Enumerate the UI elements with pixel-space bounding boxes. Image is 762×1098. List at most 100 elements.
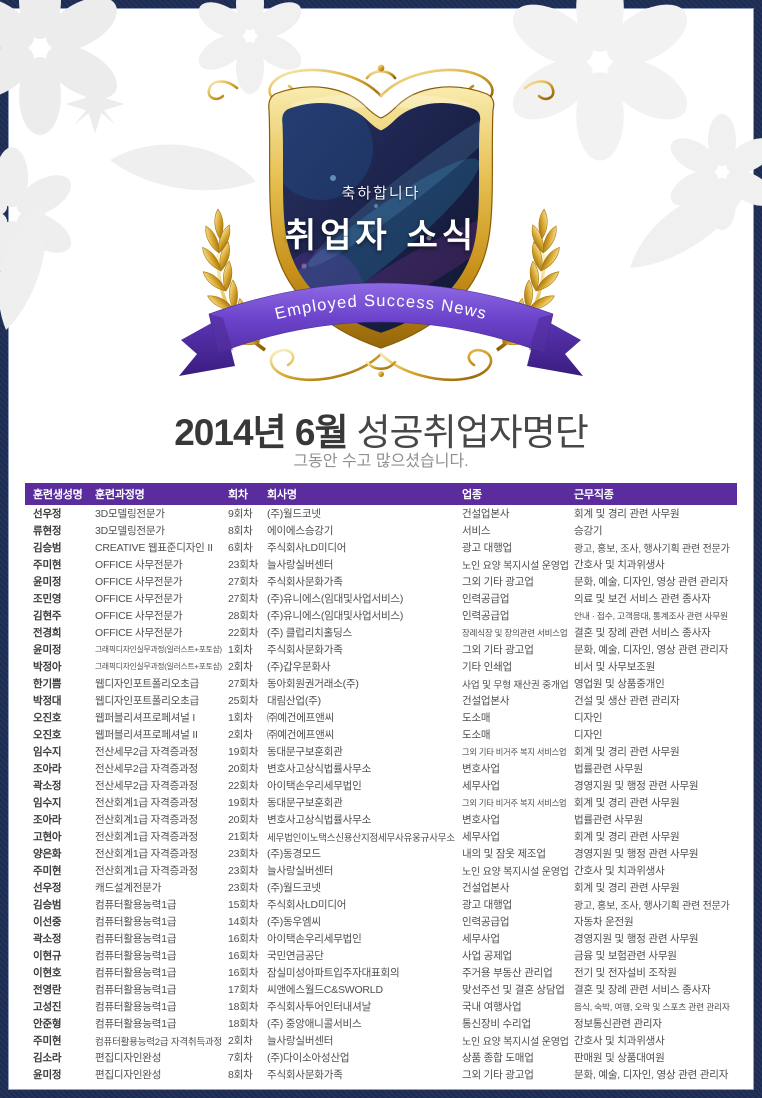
title-date: 2014년 6월 [174,412,348,453]
cell-course: 편집디자인완성 [95,1052,162,1064]
cell-name: 김승범 [33,542,62,554]
title-main: 성공취업자명단 [356,412,588,453]
table-row: 김승범 컴퓨터활용능력1급 15회차 주식회사LD미디어 광고 대행업 광고, 홍보, 조… [25,896,737,913]
cell-course: 전산회계1급 자격증과정 [95,848,198,860]
col-header-industry: 업종 [462,489,482,501]
cell-company: (주)유니에스(임대및사업서비스) [267,593,404,605]
cell-company: 변호사고상식법률사무소 [267,814,372,826]
cell-name: 주미현 [33,1035,62,1047]
cell-job: 디자인 [574,712,603,724]
cell-name: 곽소정 [33,780,62,792]
cell-industry: 노인 요양 복지시설 운영업 [462,867,569,878]
cell-job: 비서 및 사무보조원 [574,661,656,673]
cell-company: 동대문구보훈회관 [267,797,343,809]
cell-course: 그래픽디자인실무과정(일러스트+포토샵) [95,662,222,671]
cell-session: 22회차 [228,627,259,639]
table-row: 이현규 컴퓨터활용능력1급 16회차 국민연금공단 사업 공제업 금융 및 보험관련 사무… [25,947,737,964]
cell-session: 23회차 [228,865,259,877]
cell-session: 2회차 [228,729,253,741]
cell-session: 9회차 [228,508,253,520]
cell-course: 전산세무2급 자격증과정 [95,763,198,775]
award-emblem: Employed Success News 축하합니다 취업자 소식 [171,56,591,390]
cell-industry: 세무사업 [462,933,500,945]
cell-industry: 인력공급업 [462,916,510,928]
cell-industry: 그외 기타 광고업 [462,1069,534,1081]
table-row: 선우정 캐드설계전문가 23회차 (주)월드코넷 건설업본사 회계 및 경리 관련 사무원 [25,879,737,896]
cell-industry: 사업 및 무형 재산권 중개업 [462,679,569,691]
table-row: 곽소정 컴퓨터활용능력1급 16회차 아이택손우리세무법인 세무사업 경영지원 및 행정 … [25,930,737,947]
cell-course: 3D모델링전문가 [95,525,165,537]
cell-session: 2회차 [228,661,253,673]
cell-industry: 도소매 [462,712,491,724]
cell-company: 에이에스승강기 [267,525,334,537]
cell-name: 곽소정 [33,933,62,945]
cell-name: 오진호 [33,712,62,724]
cell-industry: 그외 기타 비거주 복지 서비스업 [462,747,567,757]
cell-industry: 상품 종합 도매업 [462,1052,534,1064]
cell-session: 14회차 [228,916,259,928]
cell-job: 경영지원 및 행정 관련 사무원 [574,933,699,945]
cell-name: 이선중 [33,916,62,928]
cell-job: 자동차 운전원 [574,916,634,928]
table-row: 전영란 컴퓨터활용능력1급 17회차 씨앤에스월드C&SWORLD 맞선주선 및 결혼 … [25,981,737,998]
cell-job: 법률관련 사무원 [574,814,643,826]
cell-session: 23회차 [228,848,259,860]
cell-company: (주)유니에스(임대및사업서비스) [267,610,404,622]
cell-session: 8회차 [228,1069,253,1081]
table-row: 한기쁨 웹디자인포트폴리오초급 27회차 동아회원권거래소(주) 사업 및 무형 재산권… [25,675,737,692]
cell-name: 임수지 [33,797,62,809]
table-row: 윤미정 OFFICE 사무전문가 27회차 주식회사문화가족 그외 기타 광고업 문화, … [25,573,737,590]
cell-name: 선우정 [33,882,62,894]
cell-industry: 인력공급업 [462,593,510,605]
cell-industry: 주거용 부동산 관리업 [462,967,553,979]
cell-job: 간호사 및 치과위생사 [574,1035,665,1047]
cell-course: 웹퍼블리셔프로페셔널 II [95,729,198,741]
cell-session: 8회차 [228,525,253,537]
table-row: 주미현 전산회계1급 자격증과정 23회차 늘사랑실버센터 노인 요양 복지시설 운영업… [25,862,737,879]
cell-company: 씨앤에스월드C&SWORLD [267,984,383,996]
cell-job: 법률관련 사무원 [574,763,643,775]
cell-company: 늘사랑실버센터 [267,865,334,877]
cell-name: 한기쁨 [33,678,62,690]
cell-industry: 내의 및 잠옷 제조업 [462,848,546,860]
cell-course: 컴퓨터활용능력1급 [95,899,177,911]
cell-session: 23회차 [228,882,259,894]
cell-industry: 서비스 [462,525,491,537]
cell-session: 17회차 [228,984,259,996]
cell-job: 의료 및 보건 서비스 관련 종사자 [574,593,711,605]
cell-name: 조민영 [33,593,62,605]
award-emblem-graphic: Employed Success News [179,64,583,382]
cell-company: 잠실미성아파트입주자대표회의 [267,967,400,979]
cell-industry: 노인 요양 복지시설 운영업 [462,561,569,572]
cell-course: 전산회계1급 자격증과정 [95,831,198,843]
cell-job: 광고, 홍보, 조사, 행사기획 관련 전문가 [574,544,730,555]
cell-industry: 맞선주선 및 결혼 상담업 [462,984,565,996]
cell-industry: 도소매 [462,729,491,741]
cell-job: 안내 · 접수, 고객응대, 통계조사 관련 사무원 [574,611,729,621]
cell-name: 오진호 [33,729,62,741]
col-header-job-type: 근무직종 [574,489,614,501]
cell-industry: 그외 기타 비거주 복지 서비스업 [462,798,567,808]
table-row: 김승범 CREATIVE 웹표준디자인 II 6회차 주식회사LD미디어 광고 대행업 광… [25,539,737,556]
cell-course: 웹디자인포트폴리오초급 [95,695,200,707]
cell-industry: 인력공급업 [462,610,510,622]
cell-company: (주) 중앙애니콜서비스 [267,1018,362,1030]
cell-session: 6회차 [228,542,253,554]
cell-session: 27회차 [228,678,259,690]
page-title: 2014년 6월 성공취업자명단 [0,402,762,456]
cell-course: OFFICE 사무전문가 [95,576,183,588]
cell-company: (주)동우엠씨 [267,916,321,928]
cell-job: 회계 및 경리 관련 사무원 [574,882,680,894]
col-header-trainee-name: 훈련생성명 [33,489,83,501]
cell-name: 조아라 [33,763,62,775]
cell-name: 고성진 [33,1001,62,1013]
cell-session: 28회차 [228,610,259,622]
cell-industry: 기타 인쇄업 [462,661,513,673]
table-row: 조아라 전산세무2급 자격증과정 20회차 변호사고상식법률사무소 변호사업 법률관련 사… [25,760,737,777]
table-row: 고현아 전산회계1급 자격증과정 21회차 세무법인이노택스신용산지점세무사유웅규사무… [25,828,737,845]
table-row: 김현주 OFFICE 사무전문가 28회차 (주)유니에스(임대및사업서비스) 인력공급… [25,607,737,624]
cell-course: 컴퓨터활용능력1급 [95,916,177,928]
table-row: 임수지 전산세무2급 자격증과정 19회차 동대문구보훈회관 그외 기타 비거주 복지 … [25,743,737,760]
cell-company: ㈜예건에프앤씨 [267,729,335,741]
